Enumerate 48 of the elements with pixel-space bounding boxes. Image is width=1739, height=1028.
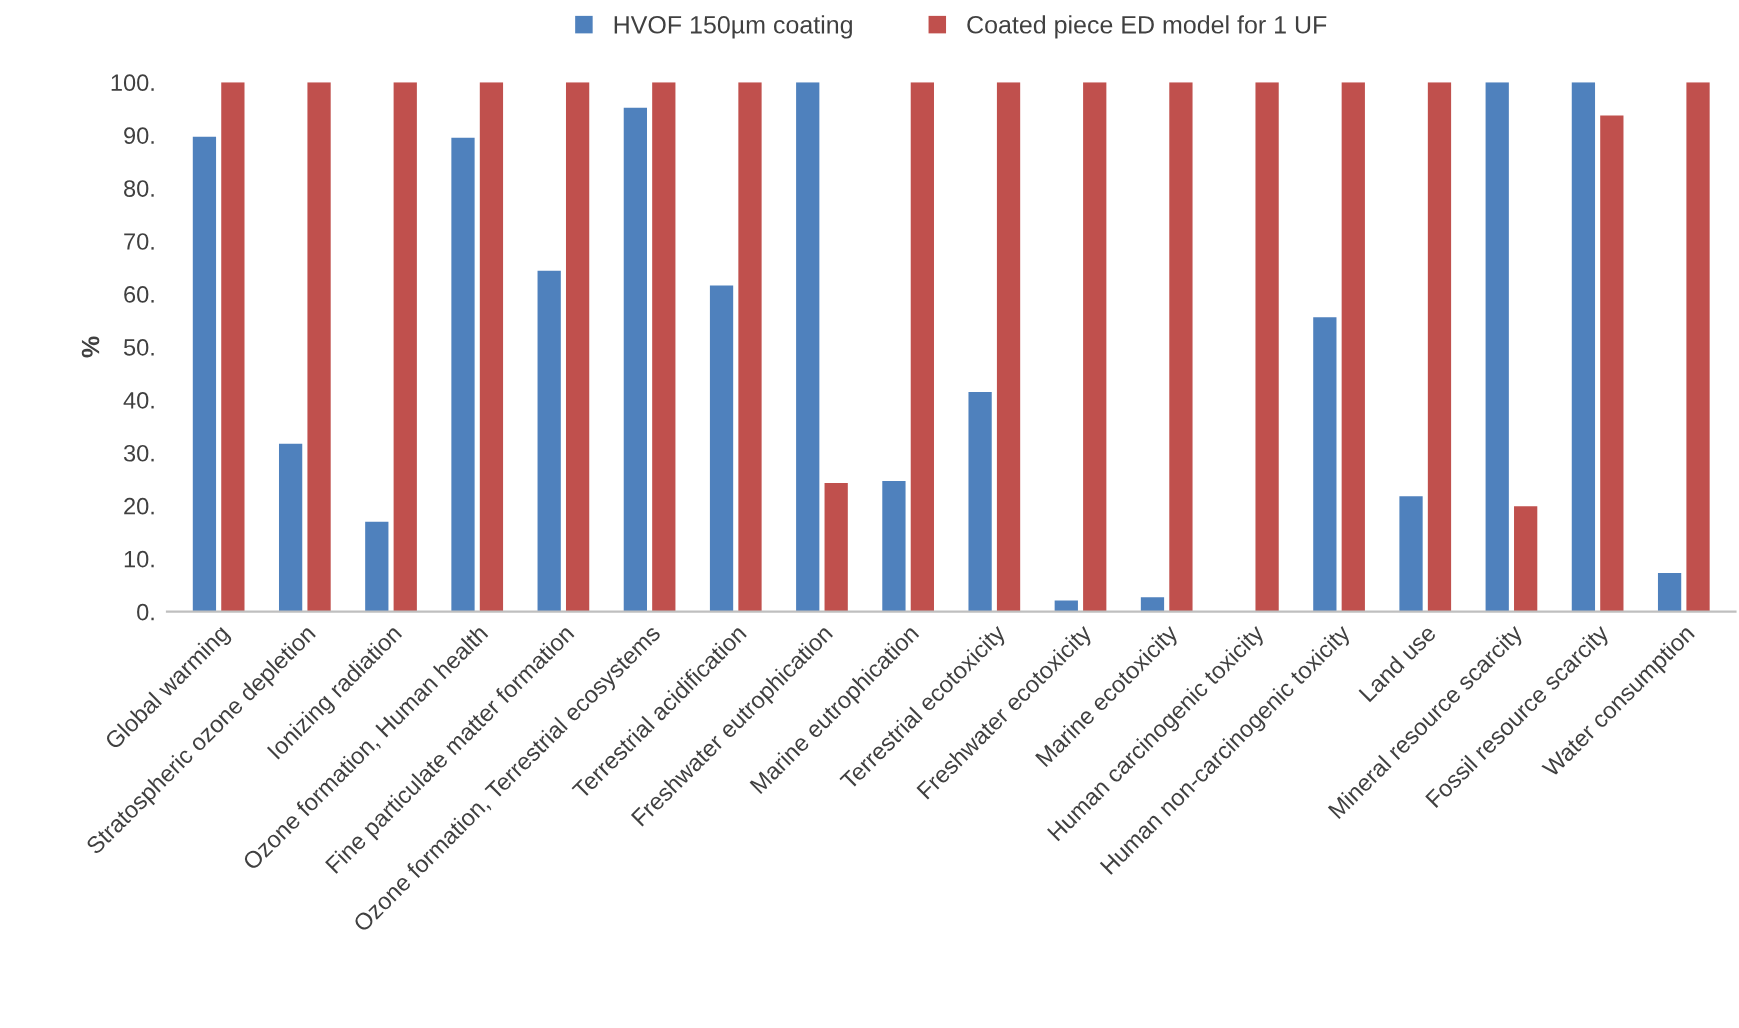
y-axis-title: % [81,336,100,358]
bar [1686,82,1710,612]
bar [393,82,417,612]
bar [278,443,303,612]
bar [910,82,934,612]
bar [451,137,475,612]
bar [1427,82,1452,612]
bar [652,82,676,612]
bar [1600,115,1624,612]
bar [824,483,848,612]
y-tick-label: 100. [111,74,154,92]
y-tick-label: 80. [124,180,154,197]
bar [365,521,389,612]
y-tick-label: 20. [124,497,154,515]
bar [1140,597,1165,612]
bar [1169,82,1193,612]
bar [1313,317,1337,612]
y-tick-label: 60. [124,286,154,303]
bar [968,391,992,612]
legend-label: Coated piece ED model for 1 UF [967,15,1327,39]
bar [1571,82,1596,612]
bar [796,82,820,612]
bar [565,82,590,612]
bar [307,82,331,612]
y-tick-label: 10. [124,550,154,568]
bar [623,107,647,612]
bar [479,82,504,612]
y-tick-label: 90. [124,127,154,144]
y-tick-label: 40. [123,391,154,409]
y-tick-label: 50. [123,339,154,356]
bar [709,285,734,612]
bar [192,136,217,612]
bar [537,270,561,612]
bar [882,480,906,612]
bar [1341,82,1365,612]
bar [1514,506,1538,612]
y-tick-label: 0. [137,603,154,621]
y-tick-label: 30. [123,444,154,462]
bar [1255,82,1279,612]
bar [1083,82,1107,612]
bar [1657,573,1682,612]
legend-label: HVOF 150µm coating [614,15,852,39]
bar [1485,82,1509,612]
bar [1399,496,1423,612]
y-tick-label: 70. [124,233,154,250]
bar [221,82,245,612]
bar [996,82,1021,612]
bar [738,82,762,612]
